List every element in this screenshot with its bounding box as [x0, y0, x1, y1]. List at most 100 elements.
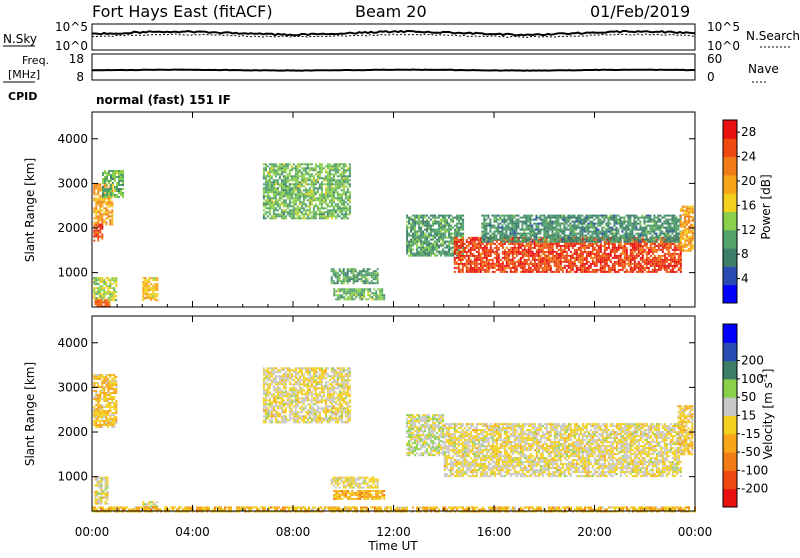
data-cell	[113, 281, 116, 284]
data-cell	[569, 216, 572, 219]
data-cell	[278, 199, 281, 202]
data-cell	[146, 293, 149, 296]
data-cell	[559, 266, 562, 269]
data-cell	[651, 248, 654, 251]
data-cell	[499, 232, 502, 235]
data-cell	[268, 169, 271, 172]
data-cell	[625, 230, 628, 233]
data-cell	[569, 224, 572, 227]
data-cell	[521, 266, 524, 269]
data-cell	[424, 250, 427, 253]
data-cell	[324, 215, 327, 218]
data-cell	[533, 246, 536, 249]
data-cell	[371, 292, 374, 295]
data-cell	[469, 248, 472, 251]
data-cell	[521, 232, 524, 235]
data-cell	[361, 288, 364, 291]
data-cell	[523, 248, 526, 251]
data-cell	[649, 244, 652, 247]
data-cell	[541, 218, 544, 221]
data-cell	[318, 201, 321, 204]
data-cell	[342, 189, 345, 192]
data-cell	[99, 235, 102, 238]
data-cell	[99, 205, 102, 208]
data-cell	[539, 266, 542, 269]
data-cell	[653, 214, 656, 217]
data-cell	[120, 194, 122, 196]
data-cell	[651, 262, 654, 265]
data-cell	[276, 193, 279, 196]
data-cell	[284, 209, 287, 212]
data-cell	[414, 218, 417, 221]
data-cell	[641, 260, 644, 263]
data-cell	[571, 268, 574, 271]
data-cell	[448, 216, 451, 219]
data-cell	[527, 262, 530, 265]
data-cell	[517, 224, 520, 227]
data-cell	[440, 230, 443, 233]
data-cell	[340, 193, 343, 196]
data-cell	[629, 228, 632, 231]
data-cell	[553, 250, 556, 253]
data-cell	[651, 220, 654, 223]
data-cell	[581, 258, 584, 261]
data-cell	[515, 232, 518, 235]
data-cell	[300, 173, 303, 176]
data-cell	[342, 175, 345, 178]
data-cell	[471, 248, 474, 251]
data-cell	[609, 248, 612, 251]
data-cell	[94, 299, 97, 302]
data-cell	[631, 240, 634, 243]
data-cell	[294, 203, 297, 206]
data-cell	[475, 268, 478, 271]
data-cell	[591, 222, 594, 225]
data-cell	[370, 280, 373, 283]
data-cell	[665, 232, 668, 235]
data-cell	[346, 276, 349, 279]
data-cell	[97, 231, 100, 234]
data-cell	[338, 185, 341, 188]
data-cell	[551, 222, 554, 225]
data-cell	[420, 228, 423, 231]
data-cell	[408, 246, 411, 249]
data-cell	[639, 256, 642, 259]
data-cell	[583, 218, 586, 221]
data-cell	[635, 252, 638, 255]
data-cell	[493, 236, 496, 239]
data-cell	[551, 252, 554, 255]
noise-tick-right-bottom: 10^0	[707, 39, 740, 53]
noise-panel: N.Sky 10^5 10^0 10^5 10^0 N.Search	[3, 20, 800, 53]
data-cell	[517, 236, 520, 239]
data-cell	[316, 199, 319, 202]
data-cell	[264, 191, 267, 194]
data-cell	[645, 256, 648, 259]
data-cell	[619, 234, 622, 237]
data-cell	[475, 238, 478, 241]
data-cell	[99, 185, 102, 188]
data-cell	[154, 287, 157, 290]
data-cell	[485, 226, 488, 229]
data-cell	[573, 258, 576, 261]
data-cell	[410, 234, 413, 237]
data-cell	[623, 238, 626, 241]
data-cell	[523, 250, 526, 253]
data-cell	[651, 268, 654, 271]
data-cell	[601, 216, 604, 219]
data-cell	[493, 214, 496, 217]
data-cell	[110, 190, 112, 192]
data-cell	[111, 291, 114, 294]
data-cell	[349, 298, 352, 301]
data-cell	[493, 242, 496, 245]
data-cell	[585, 260, 588, 263]
data-cell	[314, 187, 317, 190]
data-cell	[347, 298, 350, 301]
data-cell	[120, 178, 122, 180]
data-cell	[659, 268, 662, 271]
data-cell	[485, 214, 488, 217]
data-cell	[607, 270, 610, 273]
data-cell	[116, 184, 118, 186]
data-cell	[453, 242, 456, 245]
data-cell	[583, 262, 586, 265]
data-cell	[613, 228, 616, 231]
data-cell	[511, 230, 514, 233]
